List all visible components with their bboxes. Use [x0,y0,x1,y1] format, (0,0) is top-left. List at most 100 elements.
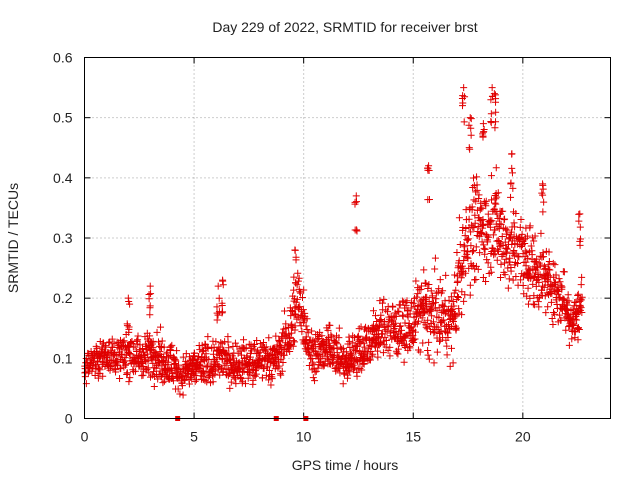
data-point [438,317,446,325]
data-point [417,282,425,290]
data-point [546,266,554,274]
data-point [547,298,555,306]
data-point [352,348,360,356]
data-point [488,217,496,225]
data-point [296,289,304,297]
data-point [555,275,563,283]
data-point [412,277,420,285]
data-point [461,243,469,251]
data-point [497,274,505,282]
data-point [535,278,543,286]
data-point [178,382,186,390]
data-point [471,219,479,227]
data-point [481,245,489,253]
data-point [388,318,396,326]
x-tick-label: 0 [81,429,89,445]
data-point [333,349,341,357]
data-point [538,189,546,197]
data-point [272,332,280,340]
data-point [146,311,154,319]
data-point [514,252,522,260]
data-point [502,255,510,263]
data-point [125,328,133,336]
data-point [291,322,299,330]
data-point [487,96,495,104]
data-point [198,348,206,356]
data-point [449,297,457,305]
data-point [446,324,454,332]
data-point [293,295,301,303]
data-point [413,293,421,301]
data-point [577,304,585,312]
data-point [296,319,304,327]
data-point [386,343,394,351]
data-point [424,346,432,354]
data-point [425,280,433,288]
data-point [435,285,443,293]
data-point [341,370,349,378]
data-point [310,347,318,355]
data-point [541,292,549,300]
data-points [81,84,586,421]
data-point [526,222,534,230]
data-point [501,259,509,267]
data-point [482,197,490,205]
data-point [324,326,332,334]
data-point [494,246,502,254]
data-point [424,316,432,324]
data-point [448,344,456,352]
data-point [464,236,472,244]
data-point [241,345,249,353]
data-point [510,219,518,227]
data-point [160,343,168,351]
data-point [126,339,134,347]
data-point [123,369,131,377]
data-point [219,277,227,285]
data-point [392,312,400,320]
x-tick-label: 5 [190,429,198,445]
data-point [231,339,239,347]
data-point [557,316,565,324]
data-point [467,131,475,139]
data-point [193,376,201,384]
data-point [167,343,175,351]
data-point [528,251,536,259]
data-point [386,352,394,360]
data-point [402,301,410,309]
data-point [436,337,444,345]
data-point [520,236,528,244]
data-point [150,382,158,390]
data-point [106,356,114,364]
data-point [175,366,183,374]
data-point [465,121,473,129]
data-point [271,358,279,366]
data-point [302,340,310,348]
data-point [158,357,166,365]
data-point [253,337,261,345]
data-point [417,285,425,293]
data-point [274,349,282,357]
data-point [478,230,486,238]
data-point [453,248,461,256]
data-point [459,99,467,107]
data-point [126,300,134,308]
data-point [503,245,511,253]
data-point [574,336,582,344]
data-point [138,360,146,368]
data-point [575,326,583,334]
data-point [374,347,382,355]
data-point [131,367,139,375]
data-point [224,338,232,346]
data-point [578,308,586,316]
data-point [487,268,495,276]
data-point [406,310,414,318]
data-point [316,350,324,358]
data-point [147,373,154,381]
data-point [356,365,364,373]
data-point [328,333,336,341]
data-point [394,345,402,353]
data-point [279,359,287,367]
data-point [544,261,552,269]
data-point [267,381,275,389]
